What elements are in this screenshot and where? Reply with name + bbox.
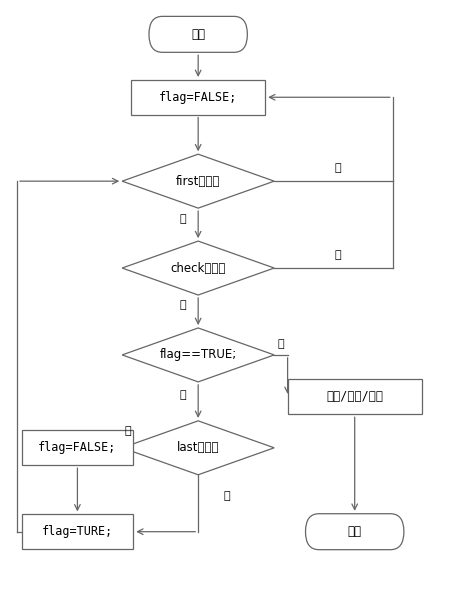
Text: 是: 是: [179, 214, 186, 223]
Text: flag==TRUE;: flag==TRUE;: [160, 349, 237, 361]
Text: 否: 否: [335, 163, 341, 173]
Polygon shape: [122, 241, 274, 295]
Text: 否: 否: [179, 390, 186, 400]
Text: flag=FALSE;: flag=FALSE;: [159, 91, 237, 104]
FancyBboxPatch shape: [306, 514, 404, 550]
Bar: [22, 514, 133, 549]
Text: flag=TURE;: flag=TURE;: [42, 525, 113, 538]
Text: 是: 是: [179, 300, 186, 311]
Polygon shape: [122, 154, 274, 208]
Text: 否: 否: [335, 250, 341, 260]
Text: 开始: 开始: [191, 28, 205, 41]
Text: check位置位: check位置位: [171, 261, 226, 275]
Bar: [22, 430, 133, 465]
Text: first位置位: first位置位: [176, 175, 220, 188]
Bar: [131, 80, 265, 114]
Text: 是: 是: [224, 491, 230, 501]
Bar: [288, 379, 422, 414]
FancyBboxPatch shape: [149, 16, 248, 52]
Text: 重组/解码/呈现: 重组/解码/呈现: [326, 390, 383, 403]
Text: 是: 是: [278, 339, 284, 349]
Polygon shape: [122, 421, 274, 475]
Text: 否: 否: [124, 426, 131, 436]
Text: last位置位: last位置位: [177, 441, 220, 455]
Text: 结束: 结束: [348, 525, 362, 538]
Polygon shape: [122, 328, 274, 382]
Text: flag=FALSE;: flag=FALSE;: [38, 441, 117, 455]
